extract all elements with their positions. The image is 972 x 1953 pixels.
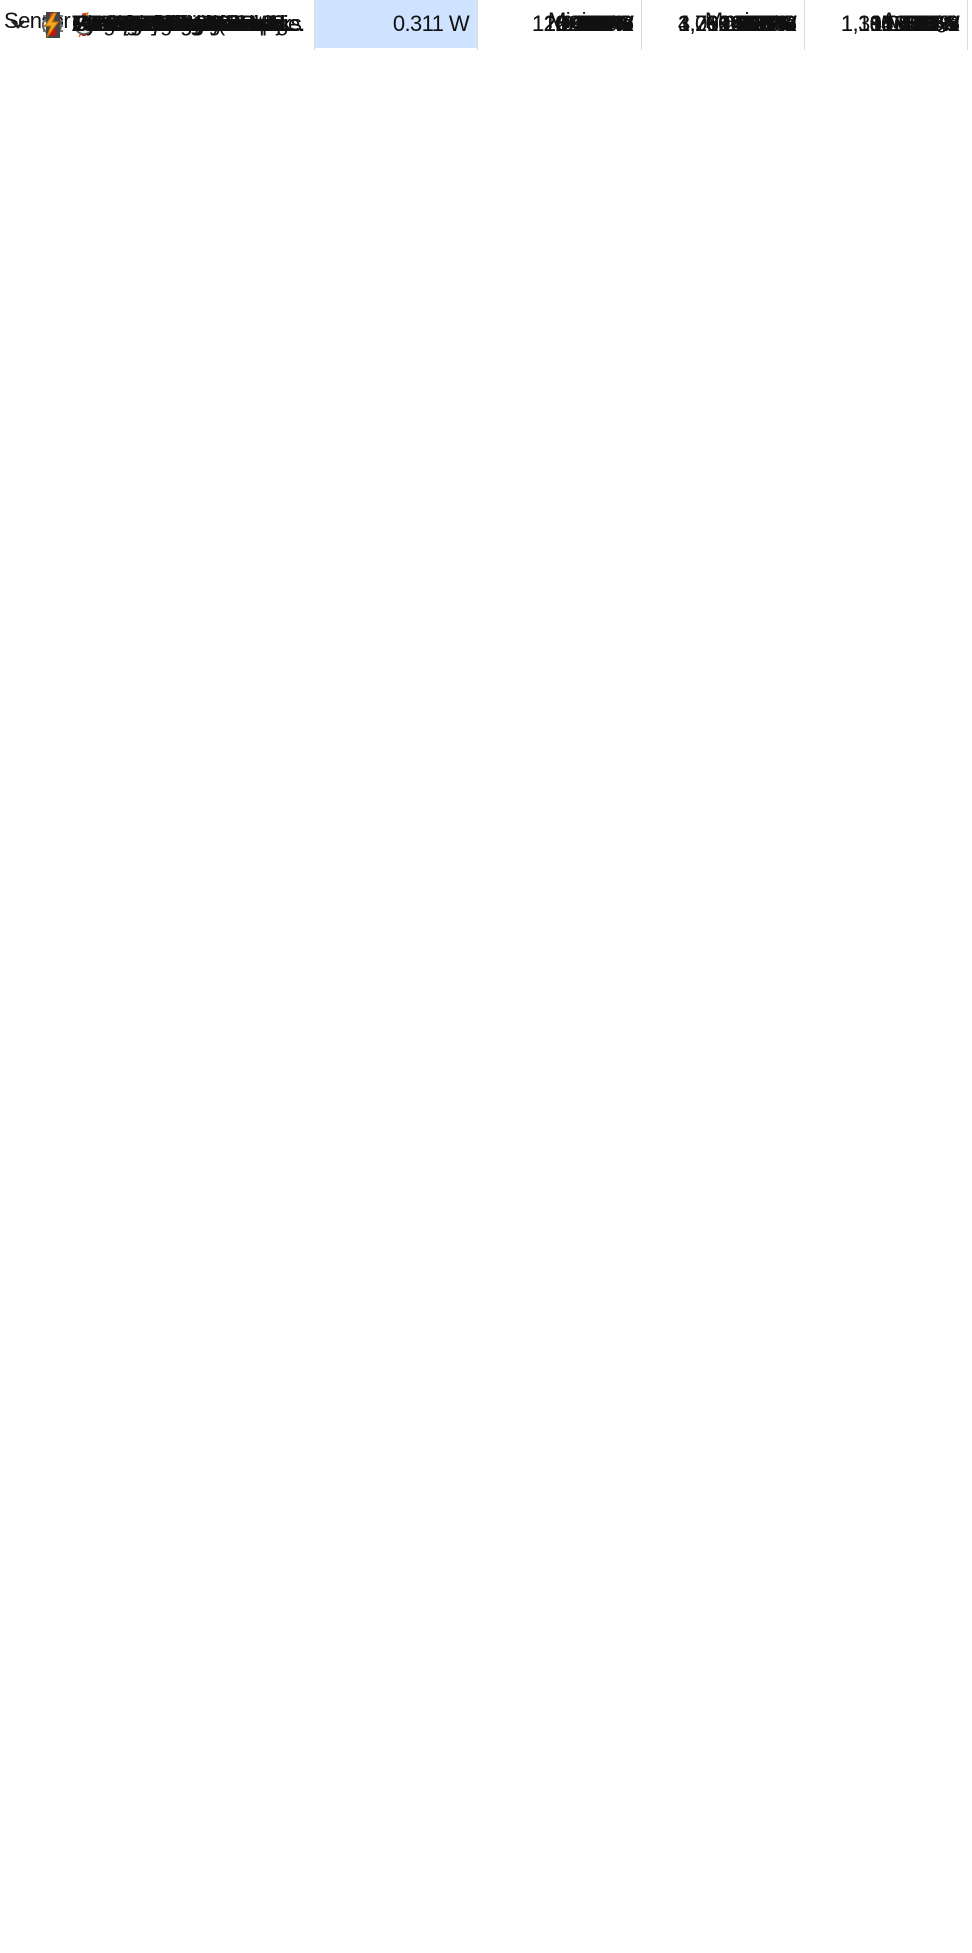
clock-icon <box>74 15 94 35</box>
sensor-label: Core Clocks <box>104 0 315 48</box>
sensor-value: 14.2 MHz <box>805 0 968 48</box>
sensor-value: 120.1 MHz <box>478 0 642 48</box>
sensor-label: Total CPU Usage <box>72 0 315 48</box>
sensor-value: 52 °C <box>805 0 968 48</box>
sensor-label: Package/Ring Critical ... <box>72 0 315 48</box>
sensor-value: 3.364 W <box>478 0 642 48</box>
sensor-value: 33.2 MHz <box>805 0 968 48</box>
sensor-value: No <box>478 0 642 48</box>
column-header[interactable]: Minimum <box>478 0 642 50</box>
empty-cell <box>642 0 805 48</box>
group-label: CPU [#0]: Intel Core ... <box>74 0 315 48</box>
sensor-value: 6.7 MHz <box>478 0 642 48</box>
sensor-label: Core Effective Clocks <box>104 0 315 48</box>
sensor-value: 0.311 W <box>315 0 478 48</box>
sensor-label: GT Cores Power <box>72 0 315 48</box>
sensor-value: 80.6 MHz <box>642 0 805 48</box>
sensor-label: Core Ratios <box>104 0 315 48</box>
sensor-value: 57 °C <box>642 0 805 48</box>
sensor-value: 99.8 MHz <box>642 0 805 48</box>
sensor-label: Total System Power <box>72 0 315 48</box>
sensor-value: 80.1 MHz <box>805 0 968 48</box>
sensor-value: 1,766.2 MHz <box>642 0 805 48</box>
sensor-label: Core Temperatures <box>104 0 315 48</box>
sensor-value: Yes <box>642 0 805 48</box>
sensor-value: 0.422 W <box>478 0 642 48</box>
sensor-value: 1.4 % <box>805 0 968 48</box>
sensor-label: Core VIDs <box>104 0 315 48</box>
sensor-label: Core Usage <box>104 0 315 48</box>
sensor-value: 51 °C <box>478 0 642 48</box>
sensor-value: 3,092.4 MHz <box>642 0 805 48</box>
sensor-value: 60 °C <box>642 0 805 48</box>
sensor-label: Average Effective Clock <box>72 0 315 48</box>
sensor-value: 2.352 W <box>478 0 642 48</box>
sensor-value: 48 °C <box>805 0 968 48</box>
sensor-value: 0.028 W <box>642 0 805 48</box>
sensor-value: 100.0 % <box>805 0 968 48</box>
sensor-label: Max CPU/Thread Usage <box>72 0 315 48</box>
sensor-value: 1.058 W <box>805 0 968 48</box>
empty-cell <box>0 0 315 48</box>
sensor-value: 66 °C <box>805 0 968 48</box>
sensor-label: On-Demand Clock Mo... <box>72 0 315 48</box>
sensor-value: 40.3 % <box>642 0 805 48</box>
sensor-value: 1,305.6 MHz <box>805 0 968 48</box>
sensor-label: Core Utility <box>104 0 315 48</box>
sensor-label: CPU Package Power <box>72 0 315 48</box>
collapse-toggle[interactable] <box>10 16 26 32</box>
sensor-label: IA Cores Power <box>72 0 315 48</box>
sensor-value: 10.9 MHz <box>478 0 642 48</box>
sensor-value: 139.0 % <box>642 0 805 48</box>
sensor-label: Ring/LLC Clock <box>72 0 315 48</box>
sensor-value: 0.681 V <box>805 0 968 48</box>
sensor-label: System Agent Power <box>72 0 315 48</box>
sensor-label: Core Critical Temp... <box>104 0 315 48</box>
empty-cell <box>315 0 478 48</box>
sensor-value: 0.0 % <box>478 0 642 48</box>
sensor-value: 2.9 % <box>805 0 968 48</box>
sensor-label: CPU Package <box>72 0 315 48</box>
sensor-value: 31.0 x <box>642 0 805 48</box>
sensor-label: CPU IA Cores <box>72 0 315 48</box>
sensor-value: 4,289.5 MHz <box>642 0 805 48</box>
sensor-value: 10.6 % <box>805 0 968 48</box>
sensor-value: 11.892 W <box>805 0 968 48</box>
sensor-label: CPU Package <box>72 0 315 48</box>
sensor-value: 1.3 % <box>478 0 642 48</box>
sensor-label: Core Distance to Tj... <box>104 0 315 48</box>
sensor-label: CPU GT Cores (Graphi... <box>72 0 315 48</box>
group-label: CPU [#0]: Intel Core ... <box>74 0 315 48</box>
sensor-value: 100.0 % <box>642 0 805 48</box>
sensor-value: 12.957 W <box>642 0 805 48</box>
sensor-value: No <box>478 0 642 48</box>
volt-icon <box>44 12 59 38</box>
sensor-value: No <box>478 0 642 48</box>
sensor-label: Package/Ring Thermal... <box>72 0 315 48</box>
empty-cell <box>805 0 968 48</box>
sensor-value: 99.8 MHz <box>642 0 805 48</box>
sensor-label: Package/Ring Power Li... <box>72 0 315 48</box>
sensor-value: 40.3 % <box>642 0 805 48</box>
empty-cell <box>478 0 642 48</box>
